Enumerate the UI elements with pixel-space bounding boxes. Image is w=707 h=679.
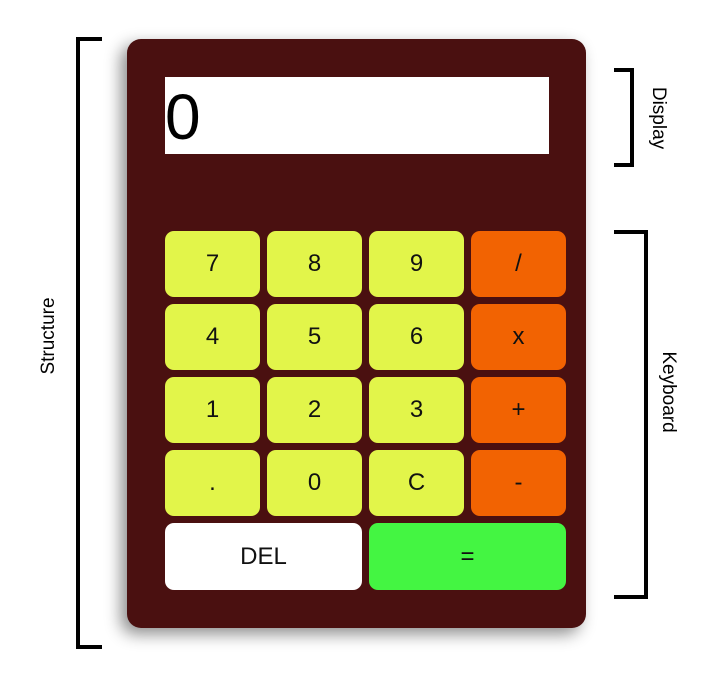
keyboard-label: Keyboard	[658, 351, 679, 433]
key-5[interactable]: 5	[267, 304, 362, 370]
display-value: 0	[165, 80, 201, 153]
display-label: Display	[648, 86, 669, 150]
key-multiply[interactable]: x	[471, 304, 566, 370]
key-8[interactable]: 8	[267, 231, 362, 297]
delete-button[interactable]: DEL	[165, 523, 362, 590]
key-2[interactable]: 2	[267, 377, 362, 443]
key-clear[interactable]: C	[369, 450, 464, 516]
calculator: 0 7 8 9 / 4 5 6 x 1 2 3 + . 0 C - DEL =	[127, 39, 586, 628]
equals-button[interactable]: =	[369, 523, 566, 590]
key-7[interactable]: 7	[165, 231, 260, 297]
structure-bracket	[76, 37, 102, 649]
structure-label: Structure	[38, 297, 59, 375]
display-bracket	[614, 68, 634, 167]
calculator-keyboard: 7 8 9 / 4 5 6 x 1 2 3 + . 0 C - DEL =	[165, 231, 566, 590]
key-4[interactable]: 4	[165, 304, 260, 370]
key-minus[interactable]: -	[471, 450, 566, 516]
key-3[interactable]: 3	[369, 377, 464, 443]
key-6[interactable]: 6	[369, 304, 464, 370]
calculator-display: 0	[165, 77, 549, 154]
key-decimal[interactable]: .	[165, 450, 260, 516]
keyboard-bracket	[614, 230, 648, 599]
key-0[interactable]: 0	[267, 450, 362, 516]
key-plus[interactable]: +	[471, 377, 566, 443]
key-divide[interactable]: /	[471, 231, 566, 297]
key-1[interactable]: 1	[165, 377, 260, 443]
key-9[interactable]: 9	[369, 231, 464, 297]
